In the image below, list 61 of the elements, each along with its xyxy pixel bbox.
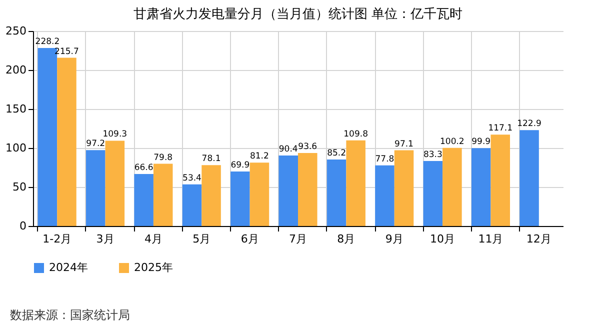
bar: [202, 165, 221, 226]
data-label: 85.2: [327, 148, 346, 159]
data-label: 100.2: [440, 136, 464, 147]
legend-label: 2024年: [49, 261, 88, 274]
bar: [346, 140, 366, 226]
chart-title: 甘肃省火力发电量分月（当月值）统计图 单位：亿千瓦时: [133, 7, 463, 22]
data-label: 97.1: [394, 139, 414, 150]
x-tick-label: 1-2月: [42, 232, 72, 246]
bar: [105, 140, 125, 226]
data-label: 78.1: [202, 154, 221, 164]
data-label: 79.8: [154, 152, 173, 163]
data-label: 81.2: [250, 152, 269, 162]
bar: [153, 164, 173, 226]
source-note: 数据来源：国家统计局: [10, 307, 130, 324]
y-tick-label: 150: [6, 102, 26, 116]
x-tick-label: 5月: [192, 232, 211, 246]
y-tick-label: 50: [12, 180, 26, 194]
bar: [250, 162, 270, 226]
y-tick-label: 0: [20, 220, 26, 232]
data-label: 83.3: [423, 150, 442, 160]
data-label: 228.2: [35, 37, 60, 48]
x-tick-label: 11月: [478, 232, 504, 246]
data-label: 97.2: [86, 139, 106, 150]
bar: [230, 171, 250, 226]
bar: [182, 184, 202, 226]
bar: [278, 155, 298, 226]
data-label: 117.1: [488, 124, 513, 134]
y-tick-label: 250: [6, 24, 26, 38]
bar: [57, 58, 76, 226]
bar: [394, 150, 414, 226]
data-label: 109.8: [344, 129, 368, 140]
x-tick-label: 4月: [144, 232, 162, 246]
x-tick-label: 7月: [289, 232, 307, 246]
x-tick-label: 8月: [337, 232, 356, 246]
bar: [134, 174, 154, 226]
bar: [442, 148, 462, 226]
x-tick-label: 10月: [430, 232, 456, 246]
y-tick-label: 100: [6, 142, 26, 154]
data-label: 93.6: [298, 142, 318, 152]
bar: [326, 160, 346, 226]
x-tick-label: 6月: [240, 232, 259, 246]
data-label: 99.9: [472, 137, 491, 148]
bar: [471, 148, 491, 226]
data-label: 69.9: [230, 160, 250, 170]
bar: [490, 134, 510, 226]
bar: [423, 161, 443, 226]
bar: [86, 150, 106, 226]
x-tick-label: 12月: [526, 232, 552, 246]
legend-label: 2025年: [134, 261, 173, 274]
data-label: 77.8: [375, 154, 394, 164]
data-label: 53.4: [182, 173, 202, 184]
bar: [298, 152, 318, 226]
data-label: 109.3: [102, 130, 128, 140]
data-label: 90.4: [278, 144, 298, 154]
data-label: 66.6: [134, 163, 154, 174]
data-label: 122.9: [517, 119, 542, 130]
x-tick-label: 9月: [385, 232, 404, 246]
bar: [375, 165, 394, 226]
bar: [520, 130, 539, 226]
x-tick-label: 3月: [96, 232, 114, 246]
y-tick-label: 200: [6, 64, 26, 76]
